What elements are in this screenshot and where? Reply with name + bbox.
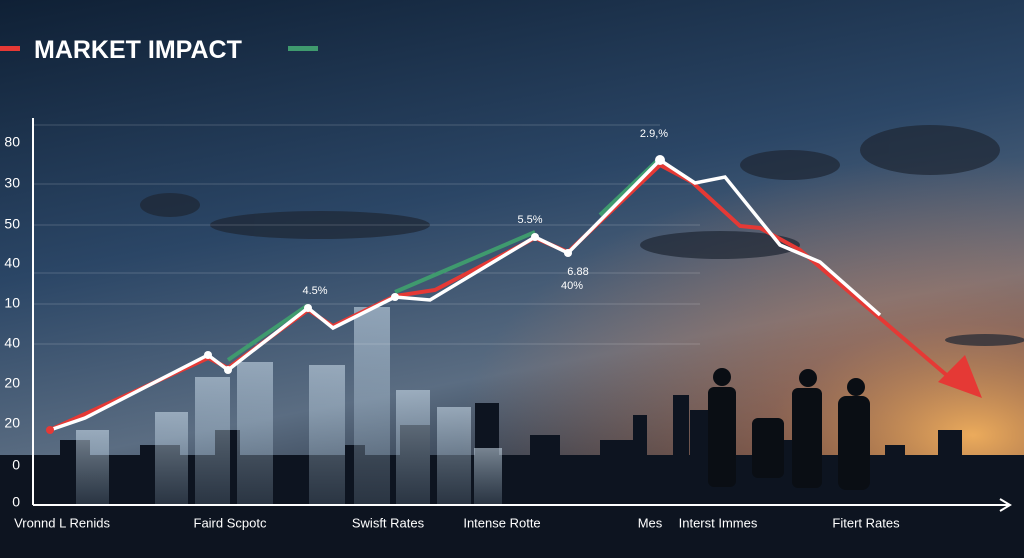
x-axis-label: Swisft Rates [352, 515, 425, 530]
y-axis-label: 10 [4, 295, 20, 311]
trend-line-green-1 [226, 303, 310, 362]
y-axis-label: 20 [4, 375, 20, 391]
annotation: 2.9,% [640, 128, 668, 140]
grid-lines [33, 124, 700, 345]
annotation: 40% [561, 280, 583, 292]
annotation: 4.5% [302, 285, 327, 297]
labels: 80 30 50 40 10 40 20 20 0 0 Vronnd L Renids Faird S… [4, 128, 900, 530]
annotation: 6.88 [567, 266, 588, 278]
people-silhouettes [708, 368, 870, 490]
trend-line-white [49, 157, 882, 432]
translucent-bars [76, 307, 502, 505]
y-axis-label: 30 [4, 175, 20, 191]
title-accent-green [288, 46, 318, 51]
x-axis-label: Mes [638, 515, 663, 530]
x-axis-label: Intense Rotte [463, 515, 540, 530]
title: MARKET IMPACT [34, 36, 242, 64]
trend-line-green-2 [394, 230, 536, 294]
x-axis-label: Vronnd L Renids [14, 515, 110, 530]
trend-arrowhead [938, 355, 982, 398]
x-axis-label: Faird Scpotc [194, 515, 267, 530]
y-axis-label: 50 [4, 216, 20, 232]
x-axis-label: Interst Immes [679, 515, 758, 530]
y-axis-label: 40 [4, 335, 20, 351]
y-axis-label: 80 [4, 134, 20, 150]
clouds [140, 125, 1024, 346]
trend-line-green-3 [598, 156, 662, 217]
x-axis-label: Fitert Rates [832, 515, 900, 530]
y-axis-label: 40 [4, 255, 20, 271]
y-axis-label: 20 [4, 415, 20, 431]
y-axis-label: 0 [12, 457, 20, 473]
annotation: 5.5% [517, 214, 542, 226]
x-axis-arrow [999, 498, 1012, 512]
title-accent-red [0, 46, 20, 51]
y-axis-label: 0 [12, 494, 20, 510]
line-points [46, 155, 665, 434]
